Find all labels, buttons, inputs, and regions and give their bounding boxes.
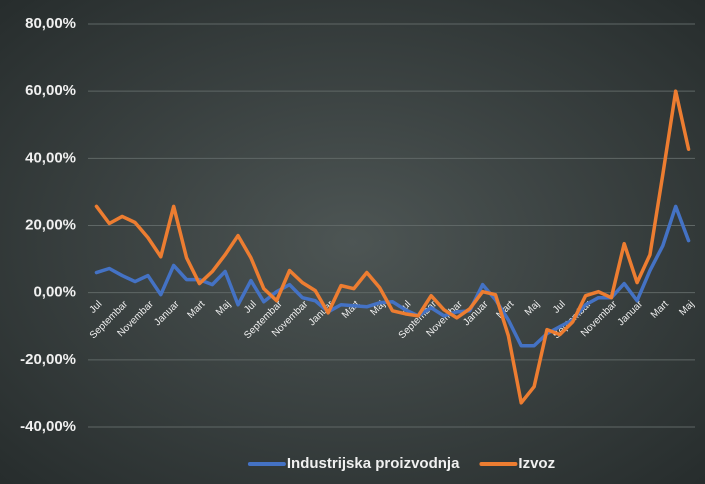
y-tick-label: 80,00%	[25, 15, 76, 32]
series-line	[94, 204, 691, 348]
y-tick-label: 20,00%	[25, 216, 76, 233]
y-tick-label: 60,00%	[25, 82, 76, 99]
legend-label: Industrijska proizvodnja	[287, 455, 460, 472]
y-tick-label: 0,00%	[33, 284, 76, 301]
y-tick-label: 40,00%	[25, 149, 76, 166]
legend: Industrijska proizvodnja Izvoz	[247, 455, 555, 472]
legend-label: Izvoz	[518, 455, 555, 472]
y-tick-label: -20,00%	[20, 351, 76, 368]
y-tick-label: -40,00%	[20, 418, 76, 435]
series-line	[94, 89, 691, 405]
